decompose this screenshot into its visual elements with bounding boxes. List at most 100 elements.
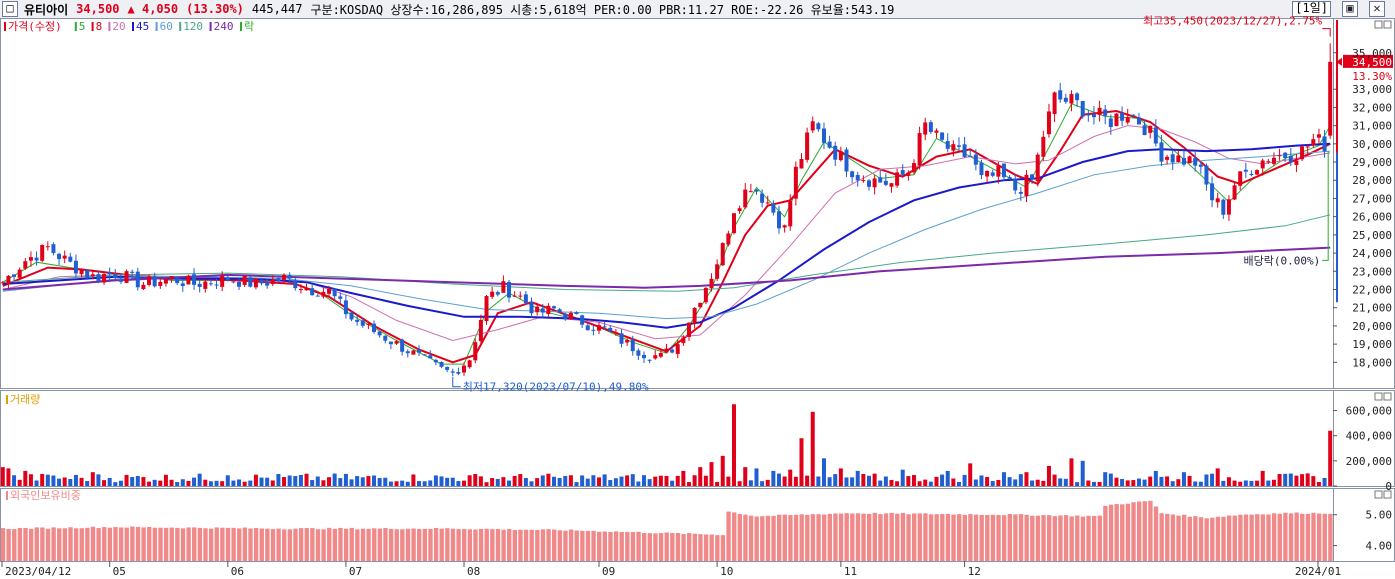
foreign-ownership-bar	[118, 527, 124, 561]
foreign-ownership-bar	[315, 529, 321, 561]
foreign-ownership-bar	[428, 528, 433, 561]
period-selector[interactable]: [1일]	[1292, 1, 1331, 17]
foreign-ownership-bar	[231, 527, 236, 561]
volume-bar	[895, 481, 900, 486]
foreign-ownership-bar	[394, 529, 399, 561]
volume-bar	[383, 477, 388, 486]
candle-body	[40, 244, 45, 261]
candle-body	[1114, 113, 1119, 127]
candle-body	[1232, 185, 1237, 200]
foreign-ownership-bar	[293, 528, 298, 561]
candle-body	[180, 283, 185, 287]
candle-body	[956, 145, 961, 147]
volume-bar	[709, 462, 714, 486]
foreign-ownership-bar	[1249, 514, 1254, 561]
foreign-ownership-bar	[495, 529, 501, 561]
candle-body	[130, 271, 135, 273]
close-icon[interactable]: ✕	[1369, 1, 1385, 17]
panel-maximize-icon	[1383, 392, 1392, 401]
volume-tick-label: 400,000	[1346, 430, 1392, 443]
candle-body	[996, 165, 1001, 177]
candle-body	[490, 291, 495, 297]
candle-body	[1080, 100, 1085, 117]
volume-bar	[557, 478, 562, 486]
volume-bar	[1125, 480, 1130, 486]
candle-body	[709, 278, 714, 289]
volume-bar	[400, 480, 405, 486]
moving-average-ma20	[2, 125, 1331, 342]
volume-bar	[928, 481, 933, 486]
volume-bar	[788, 469, 793, 486]
candle-body	[1243, 169, 1248, 172]
candle-body	[1170, 154, 1175, 163]
volume-bar	[793, 476, 798, 486]
foreign-ownership-bar	[259, 528, 264, 561]
foreign-ownership-bar	[630, 532, 636, 561]
candle-body	[1204, 165, 1209, 185]
candle-body	[388, 341, 393, 345]
price-legend-swatch	[108, 22, 111, 31]
candle-body	[872, 178, 877, 188]
candle-body	[782, 225, 787, 228]
volume-bar	[1131, 480, 1136, 486]
volume-bar	[45, 474, 50, 486]
candle-body	[776, 211, 781, 229]
candle-body	[304, 288, 309, 291]
volume-bar	[405, 481, 410, 486]
candle-body	[805, 132, 810, 160]
volume-bar	[889, 479, 894, 486]
window-menu-icon[interactable]: □	[2, 1, 18, 17]
volume-bar	[28, 474, 33, 486]
candle-body	[1153, 127, 1158, 144]
candle-body	[855, 175, 860, 181]
candle-body	[225, 277, 230, 281]
foreign-tick-label: 5.00	[1366, 509, 1393, 522]
volume-bar	[748, 480, 753, 486]
volume-bar	[608, 480, 613, 486]
foreign-ownership-bar	[765, 515, 771, 561]
candle-body	[557, 309, 562, 313]
foreign-ownership-bar	[327, 527, 332, 561]
foreign-ownership-bar	[552, 529, 557, 561]
volume-bar	[580, 475, 585, 486]
foreign-ownership-bar	[563, 530, 568, 561]
foreign-ownership-bar	[748, 515, 754, 561]
candle-body	[675, 344, 680, 354]
foreign-ownership-bar	[1018, 514, 1024, 561]
foreign-ownership-bar	[1114, 504, 1119, 561]
foreign-ownership-bar	[979, 514, 984, 561]
volume-bar	[1215, 468, 1220, 486]
foreign-ownership-bar	[1058, 515, 1063, 561]
foreign-ownership-bar	[282, 529, 287, 561]
volume-bar	[760, 481, 765, 486]
foreign-ownership-bar	[1176, 515, 1181, 561]
volume-bar	[529, 481, 534, 486]
foreign-ownership-bar	[1255, 514, 1260, 561]
candle-body	[568, 312, 573, 320]
volume-bars	[0, 404, 1333, 486]
candle-body	[163, 278, 168, 284]
foreign-ownership-bar	[675, 533, 681, 561]
foreign-ownership-bar	[1311, 512, 1316, 561]
candle-body	[507, 281, 512, 298]
candle-body	[203, 281, 208, 289]
price-legend-label: 45	[136, 20, 149, 33]
foreign-ownership-bar	[276, 528, 281, 561]
candle-body	[417, 349, 422, 353]
candle-body	[6, 275, 11, 285]
candle-body	[563, 313, 568, 320]
foreign-ownership-bar	[709, 534, 714, 561]
restore-icon[interactable]: ▣	[1342, 1, 1358, 17]
foreign-ownership-bar	[445, 528, 450, 561]
foreign-ownership-bar	[163, 527, 169, 561]
candle-body	[535, 306, 540, 313]
stock-summary: 구분:KOSDAQ 상장수:16,286,895 시총:5,618억 PER:0…	[310, 2, 895, 17]
volume-bar	[394, 481, 399, 486]
volume-bar	[523, 477, 528, 486]
foreign-ownership-bar	[731, 512, 737, 561]
candle-body	[1187, 156, 1192, 164]
volume-bar	[372, 475, 377, 486]
volume-bar	[1063, 478, 1068, 486]
candle-body	[1108, 118, 1113, 128]
candle-body	[456, 372, 461, 374]
